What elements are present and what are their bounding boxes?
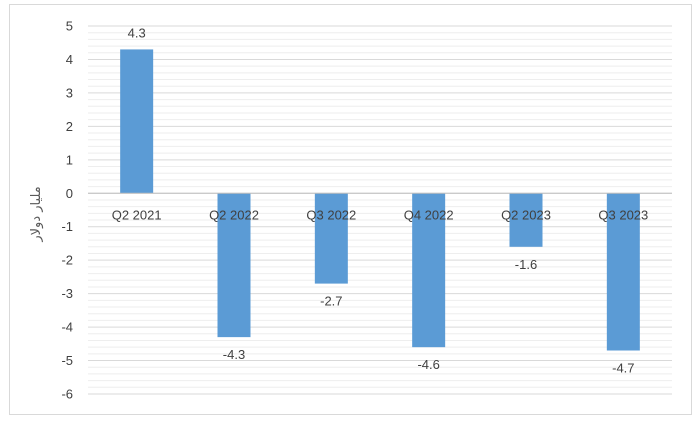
category-label: Q2 2022 <box>209 207 259 222</box>
y-tick-label: -2 <box>61 253 73 268</box>
bar-q2-2023 <box>509 193 543 247</box>
category-label: Q4 2022 <box>404 207 454 222</box>
category-label: Q2 2021 <box>112 207 162 222</box>
category-labels: Q2 2021 Q2 2022 Q3 2022 Q4 2022 Q2 2023 Q3 20… <box>112 207 649 222</box>
data-label: -2.7 <box>320 294 342 309</box>
y-tick-label: 0 <box>66 186 73 201</box>
y-tick-labels: 5 4 3 2 1 0 -1 -2 -3 -4 -5 -6 <box>61 19 73 402</box>
data-label: -1.6 <box>515 257 537 272</box>
category-label: Q3 2023 <box>598 207 648 222</box>
bars <box>120 49 640 351</box>
y-tick-label: -4 <box>61 320 73 335</box>
y-axis-label: مليار دولار <box>29 186 44 242</box>
data-label: -4.7 <box>612 361 634 376</box>
category-label: Q2 2023 <box>501 207 551 222</box>
y-tick-label: -1 <box>61 219 73 234</box>
y-tick-label: -5 <box>61 353 73 368</box>
category-label: Q3 2022 <box>306 207 356 222</box>
bar-q3-2022 <box>314 193 348 284</box>
data-label: -4.3 <box>223 347 245 362</box>
bar-q2-2021 <box>120 49 154 194</box>
y-tick-label: 4 <box>66 52 73 67</box>
data-label: -4.6 <box>417 357 439 372</box>
y-tick-label: 5 <box>66 19 73 34</box>
y-tick-label: 3 <box>66 85 73 100</box>
data-labels: 4.3 -4.3 -2.7 -4.6 -1.6 -4.7 <box>128 25 635 375</box>
y-tick-label: -6 <box>61 387 73 402</box>
bar-q2-2022 <box>217 193 251 338</box>
bar-q4-2022 <box>412 193 446 348</box>
data-label: 4.3 <box>128 25 146 40</box>
y-tick-label: 2 <box>66 119 73 134</box>
y-tick-label: 1 <box>66 152 73 167</box>
gridlines <box>88 25 672 395</box>
bar-q3-2023 <box>606 193 640 351</box>
y-tick-label: -3 <box>61 286 73 301</box>
